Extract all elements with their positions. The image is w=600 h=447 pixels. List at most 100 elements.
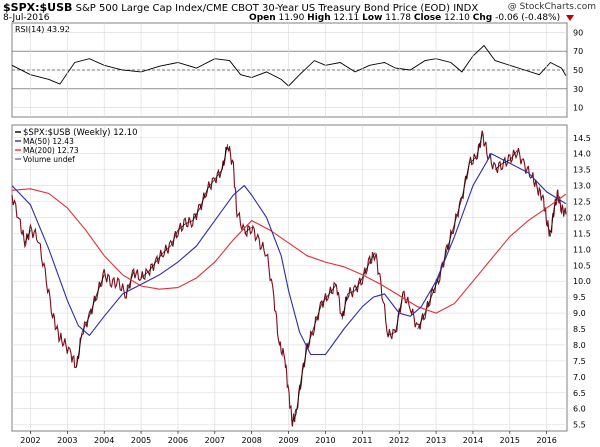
x-tick-label: 2012 (389, 436, 409, 445)
price-up-segment (177, 223, 186, 231)
rsi-label: RSI(14) 43.92 (15, 25, 70, 34)
price-up-segment (125, 271, 135, 295)
high-value: 12.11 (333, 13, 360, 23)
open-label: Open (249, 13, 276, 23)
legend-volume-text: Volume undef (23, 155, 75, 164)
price-up-segment (446, 223, 455, 250)
price-up-segment (155, 252, 164, 263)
price-up-segment (306, 325, 315, 349)
down-arrow-icon (566, 14, 574, 21)
x-tick-label: 2006 (168, 436, 188, 445)
price-up-segment (199, 188, 208, 209)
price-up-segment (369, 252, 376, 263)
x-tick-label: 2008 (242, 436, 262, 445)
x-tick-label: 2016 (537, 436, 557, 445)
price-up-segment (301, 348, 308, 377)
rsi-tick-label: 30 (573, 85, 583, 94)
close-label: Close (413, 13, 442, 23)
ohlc-readout: Open 11.90 High 12.11 Low 11.78 Close 12… (249, 13, 574, 24)
change-label: Chg (472, 13, 493, 23)
price-up-segment (140, 271, 149, 279)
chart-date: 8-Jul-2016 (3, 13, 50, 23)
price-up-segment (387, 331, 396, 336)
price-panel: 5.5 6.0 6.5 7.0 7.5 8.0 8.5 9.0 9.5 10.0 10.5 11.0 1… (11, 124, 591, 432)
x-tick-label: 2013 (426, 436, 446, 445)
rsi-tick-label: 50 (573, 66, 583, 75)
price-up-segment (509, 150, 518, 161)
price-up-segment (454, 198, 463, 224)
price-tick-label: 12.0 (573, 213, 591, 222)
price-up-segment (221, 144, 229, 170)
price-up-segment (89, 293, 98, 317)
price-up-segment (244, 226, 252, 234)
x-tick-label: 2002 (20, 436, 40, 445)
x-axis: 2002 2003 2004 2005 2006 2007 2008 2009 2010 2011… (20, 431, 557, 445)
price-up-segment (476, 134, 483, 157)
price-tick-label: 6.0 (573, 405, 586, 414)
low-label: Low (362, 13, 383, 23)
price-up-segment (347, 290, 356, 295)
price-up-segment (291, 414, 297, 422)
price-tick-label: 11.0 (573, 245, 591, 254)
price-tick-label: 10.0 (573, 277, 591, 286)
price-tick-label: 14.0 (573, 150, 591, 159)
chart-title: $SPX:$USB S&P 500 Large Cap Index/CME CB… (3, 2, 478, 14)
price-up-segment (417, 312, 426, 330)
price-up-segment (328, 284, 337, 295)
change-value: -0.06 (-0.48%) (495, 13, 561, 23)
symbol-label: $SPX:$USB (3, 1, 73, 14)
price-tick-label: 13.5 (573, 166, 591, 175)
price-up-segment (461, 163, 470, 199)
price-up-segment (321, 293, 330, 304)
price-up-segment (295, 376, 302, 416)
price-up-segment (162, 245, 171, 253)
price-series-line (11, 130, 567, 427)
x-tick-label: 2010 (315, 436, 335, 445)
open-value: 11.90 (278, 13, 305, 23)
low-value: 11.78 (385, 13, 412, 23)
price-up-segment (469, 156, 477, 164)
price-up-segment (148, 261, 157, 272)
price-up-segment (354, 277, 363, 291)
close-value: 12.10 (444, 13, 470, 23)
rsi-panel: 10 30 50 70 90 RSI(14) 43.92 (11, 22, 583, 118)
legend-price-text: $SPX:$USB (Weekly) 12.10 (23, 128, 138, 138)
x-tick-label: 2003 (57, 436, 77, 445)
legend-ma50-text: MA(50) 12.43 (23, 137, 74, 146)
price-up-segment (432, 274, 441, 295)
price-tick-label: 9.0 (573, 309, 586, 318)
price-up-segment (192, 207, 201, 221)
price-tick-label: 6.5 (573, 389, 586, 398)
price-up-segment (96, 274, 105, 295)
x-tick-label: 2005 (131, 436, 151, 445)
rsi-tick-label: 70 (573, 47, 583, 56)
price-frame (11, 124, 568, 432)
x-tick-label: 2007 (205, 436, 225, 445)
symbol-description: S&P 500 Large Cap Index/CME CBOT 30-Year… (75, 3, 451, 14)
brand-watermark: @ StockCharts.com (507, 2, 596, 12)
price-tick-label: 13.0 (573, 182, 591, 191)
price-up-segment (207, 178, 216, 189)
price-tick-label: 7.0 (573, 373, 586, 382)
price-tick-label: 11.5 (573, 229, 591, 238)
price-tick-label: 9.5 (573, 293, 586, 302)
ma200-line (11, 188, 567, 314)
rsi-tick-label: 10 (573, 104, 583, 113)
x-tick-label: 2004 (94, 436, 114, 445)
price-up-segment (341, 293, 348, 320)
price-up-segment (170, 230, 179, 247)
ma50-line (11, 152, 567, 356)
price-up-segment (214, 169, 223, 180)
rsi-line (11, 44, 567, 87)
rsi-tick-label: 90 (573, 28, 583, 37)
price-tick-label: 14.5 (573, 134, 591, 143)
price-up-segment (24, 230, 31, 244)
price-tick-label: 5.5 (573, 421, 586, 430)
exchange-label: INDX (453, 3, 479, 14)
price-tick-label: 12.5 (573, 198, 591, 207)
price-tick-label: 8.5 (573, 325, 586, 334)
x-tick-label: 2014 (463, 436, 483, 445)
